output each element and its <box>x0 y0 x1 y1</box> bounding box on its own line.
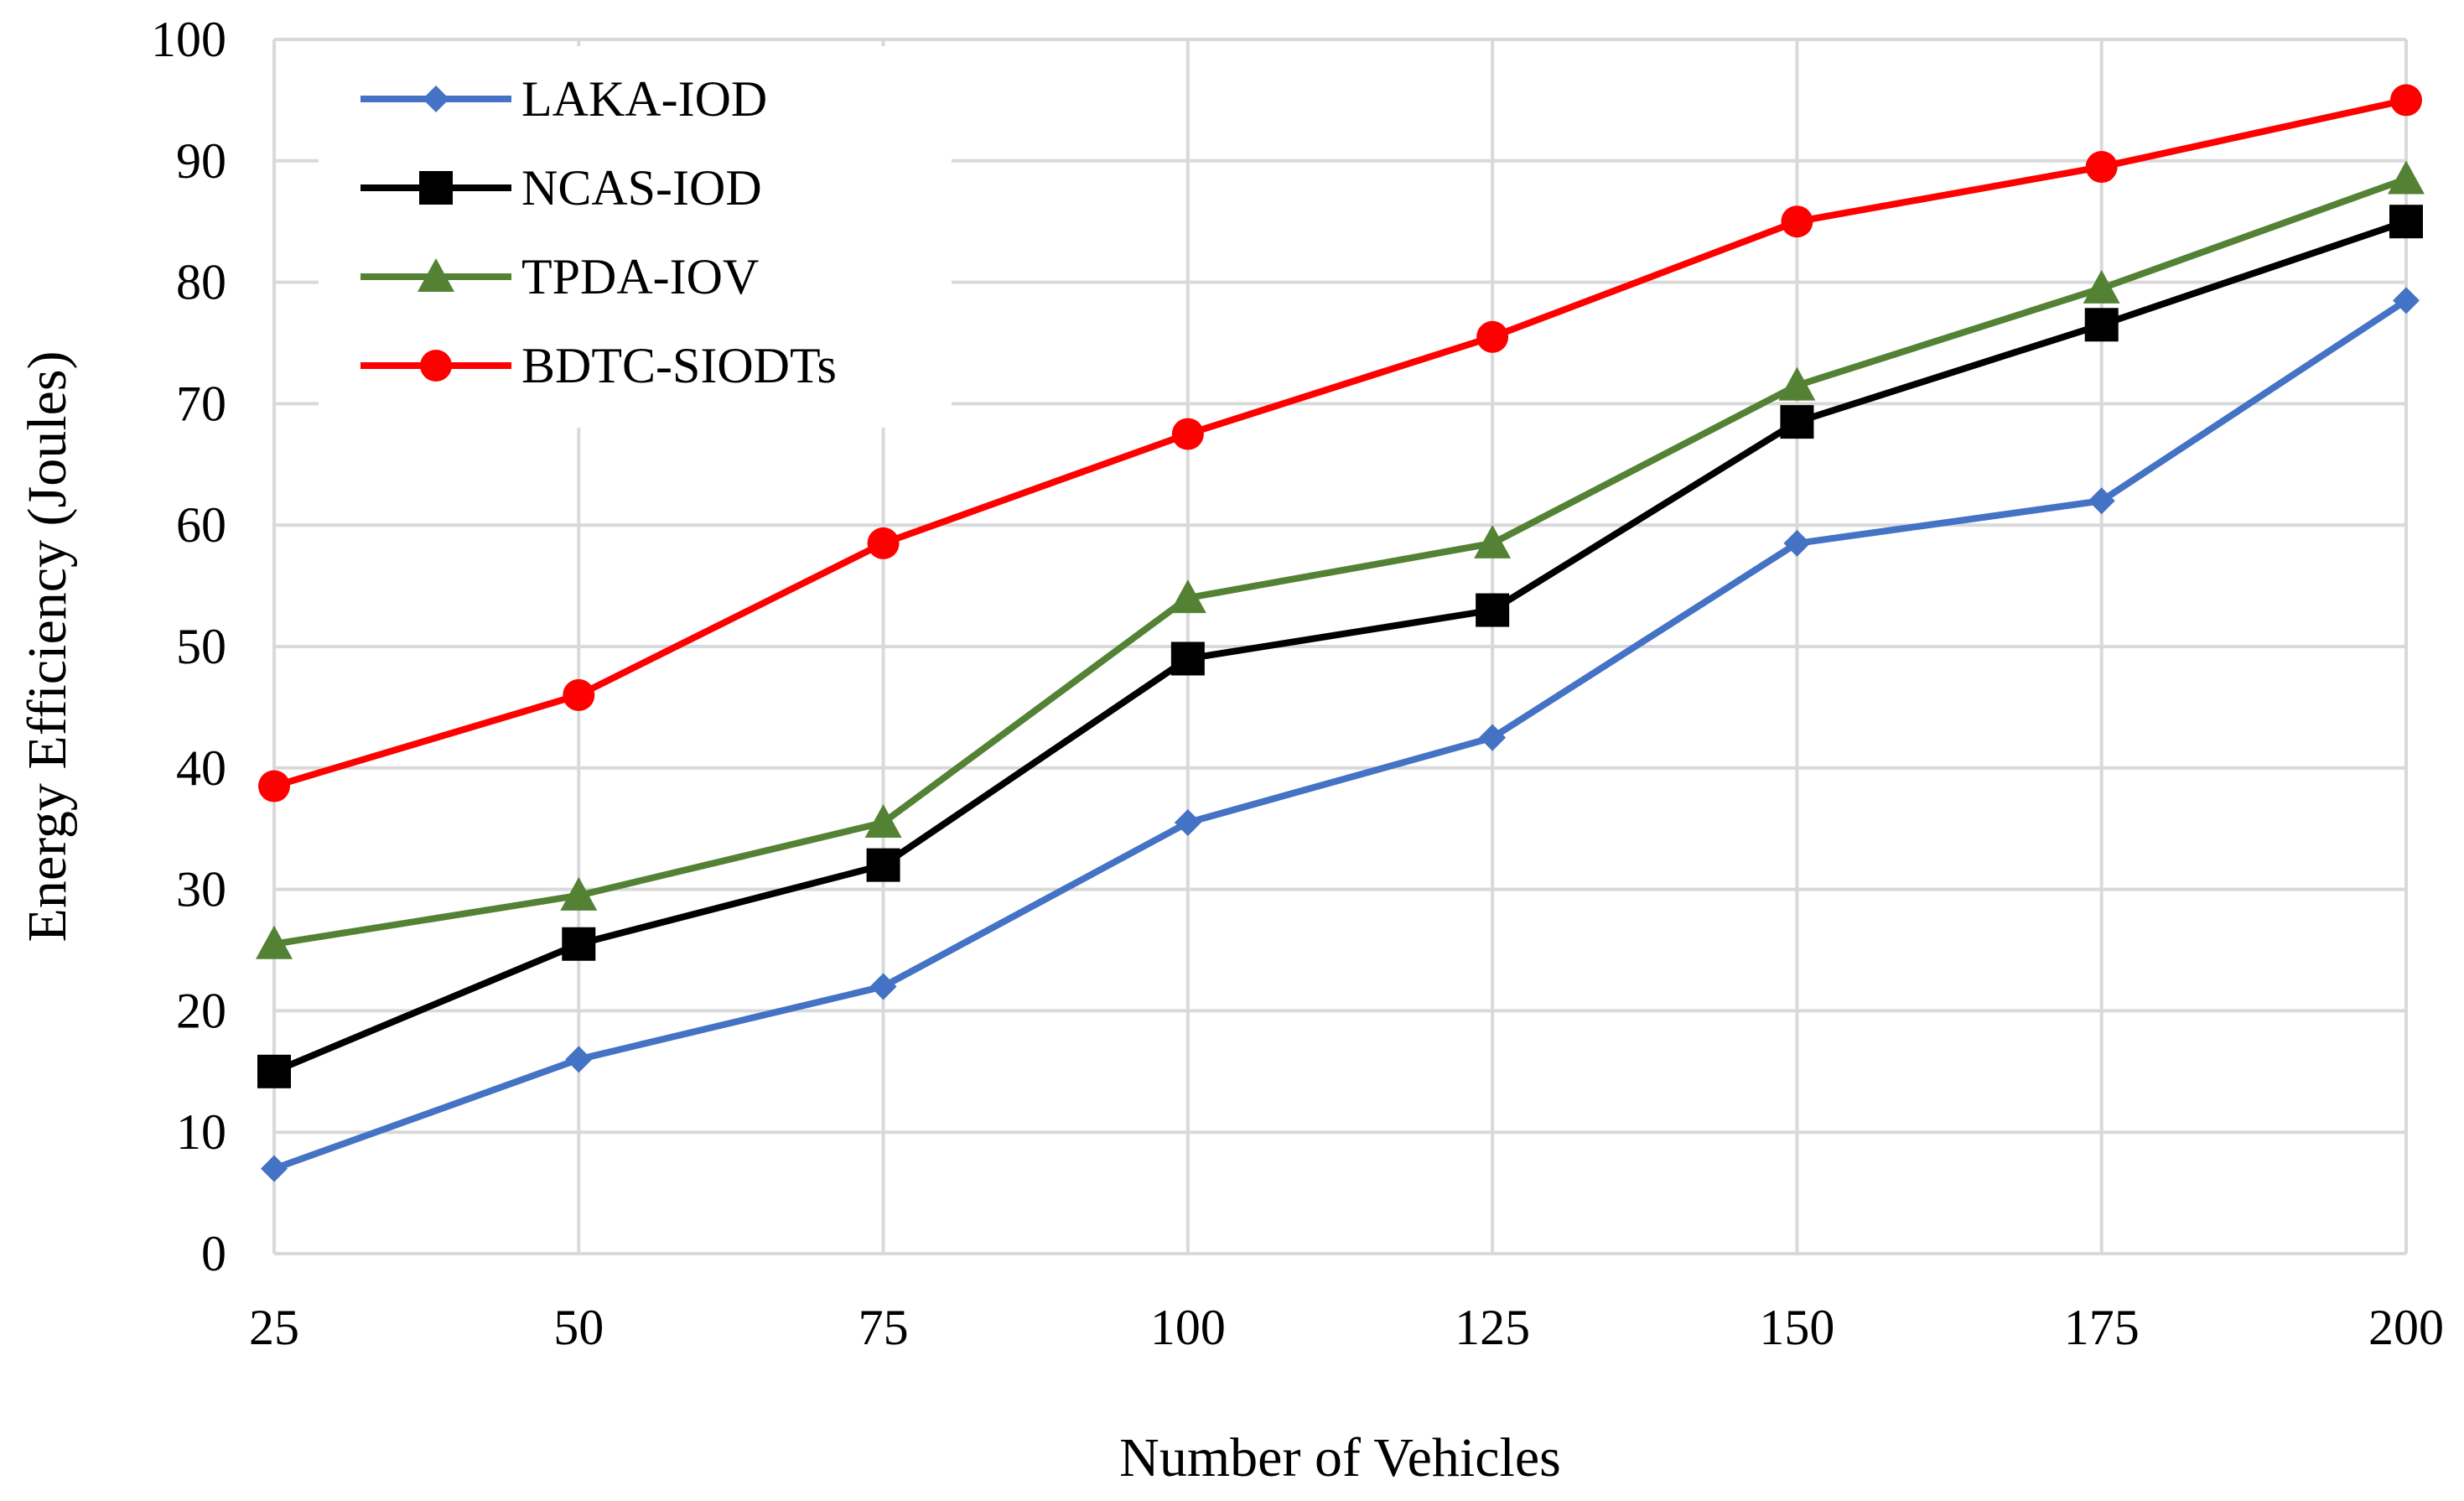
data-point-tpda-iov <box>560 876 598 911</box>
y-tick-label: 80 <box>176 255 226 310</box>
legend-label: LAKA-IOD <box>521 71 767 127</box>
data-point-ncas-iod <box>562 927 596 961</box>
series-line-tpda-iov <box>273 175 2408 948</box>
data-point-bdtc-siodts <box>2390 84 2422 117</box>
legend-swatch-marker <box>418 258 454 292</box>
data-point-ncas-iod <box>257 1054 291 1088</box>
y-tick-label: 90 <box>176 133 226 189</box>
data-point-ncas-iod <box>1780 405 1814 439</box>
y-axis-title: Energy Efficiency (Joules) <box>17 351 78 943</box>
legend-label: NCAS-IOD <box>521 160 762 216</box>
data-point-tpda-iov <box>2083 269 2120 304</box>
data-point-ncas-iod <box>2084 308 2119 342</box>
axes: 0 10 20 30 40 50 60 70 80 90 100 25 50 75 100 125 150 175… <box>151 12 2444 1355</box>
legend-label: TPDA-IOV <box>521 249 759 304</box>
data-point-tpda-iov <box>256 925 293 959</box>
legend: LAKA-IOD NCAS-IOD TPDA-IOV BDTC-SIODTs <box>319 46 952 428</box>
data-point-bdtc-siodts <box>1171 418 1204 450</box>
gridlines <box>272 38 2408 1255</box>
legend-swatch-marker <box>420 350 452 382</box>
data-point-ncas-iod <box>2389 205 2423 239</box>
data-point-ncas-iod <box>1476 593 1510 627</box>
data-point-tpda-iov <box>1169 579 1206 614</box>
data-point-laka-iod <box>2088 487 2115 515</box>
data-point-tpda-iov <box>864 803 902 838</box>
legend-item-tpda-iov: TPDA-IOV <box>361 249 759 304</box>
data-point-laka-iod <box>1174 808 1201 836</box>
data-point-laka-iod <box>1479 724 1507 751</box>
x-tick-label: 100 <box>1150 1300 1226 1355</box>
legend-swatch-marker <box>419 171 453 205</box>
x-tick-label: 175 <box>2064 1300 2140 1355</box>
series-line-laka-iod <box>272 297 2409 1172</box>
y-tick-label: 60 <box>176 497 226 553</box>
data-point-bdtc-siodts <box>258 770 290 802</box>
data-point-bdtc-siodts <box>2085 151 2118 184</box>
legend-item-bdtc-siodts: BDTC-SIODTs <box>361 338 837 393</box>
data-point-bdtc-siodts <box>1781 205 1813 238</box>
data-point-laka-iod <box>565 1046 593 1073</box>
x-tick-label: 50 <box>553 1300 604 1355</box>
legend-item-laka-iod: LAKA-IOD <box>361 71 767 127</box>
legend-swatch-marker <box>423 86 449 112</box>
series-bdtc-siodts <box>258 84 2422 802</box>
data-point-laka-iod <box>261 1155 288 1182</box>
x-tick-label: 200 <box>2368 1300 2444 1355</box>
y-tick-label: 30 <box>176 862 226 917</box>
series-laka-iod <box>261 287 2420 1182</box>
x-tick-label: 75 <box>859 1300 909 1355</box>
data-point-bdtc-siodts <box>867 527 900 559</box>
legend-item-ncas-iod: NCAS-IOD <box>361 160 762 216</box>
y-tick-label: 20 <box>176 983 226 1038</box>
series-line-bdtc-siodts <box>272 96 2407 790</box>
y-tick-label: 70 <box>176 376 226 431</box>
data-point-ncas-iod <box>866 848 900 882</box>
data-point-tpda-iov <box>1474 524 1512 558</box>
x-axis-title: Number of Vehicles <box>1119 1427 1561 1488</box>
x-tick-label: 125 <box>1455 1300 1530 1355</box>
series-tpda-iov <box>256 160 2425 959</box>
series-ncas-iod <box>257 205 2423 1088</box>
data-point-tpda-iov <box>1778 366 1816 401</box>
x-tick-label: 150 <box>1759 1300 1834 1355</box>
data-point-laka-iod <box>1783 529 1811 557</box>
x-tick-label: 25 <box>249 1300 299 1355</box>
legend-label: BDTC-SIODTs <box>521 338 837 393</box>
data-point-laka-iod <box>2393 287 2420 314</box>
y-tick-label: 40 <box>176 740 226 796</box>
y-tick-label: 0 <box>201 1226 226 1281</box>
data-point-bdtc-siodts <box>1476 320 1509 353</box>
data-point-ncas-iod <box>1170 641 1205 676</box>
series-line-ncas-iod <box>272 218 2408 1075</box>
series-lines <box>256 84 2425 1182</box>
y-tick-label: 100 <box>151 12 226 67</box>
data-point-laka-iod <box>869 973 897 1000</box>
data-point-bdtc-siodts <box>563 678 595 711</box>
y-tick-label: 50 <box>176 619 226 674</box>
y-tick-label: 10 <box>176 1104 226 1160</box>
data-point-tpda-iov <box>2388 160 2425 195</box>
